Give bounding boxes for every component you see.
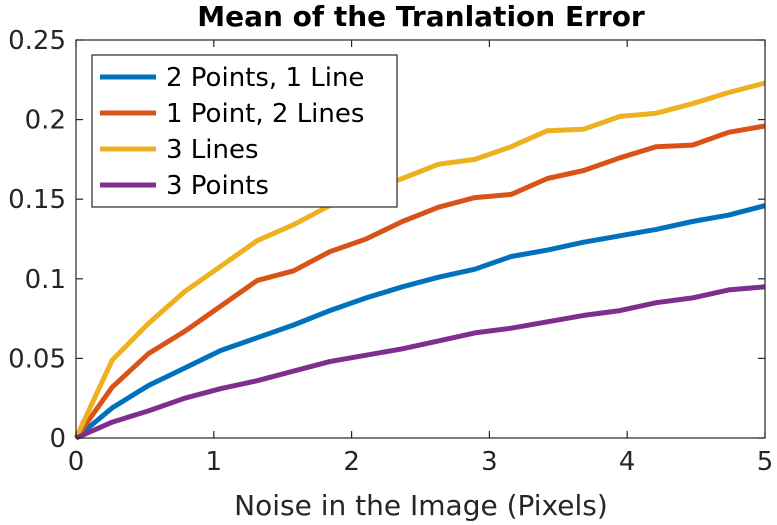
legend-label-3: 3 Lines (166, 135, 259, 165)
legend: 2 Points, 1 Line 1 Point, 2 Lines 3 Lines 3… (91, 54, 398, 208)
x-tick-label: 3 (481, 447, 498, 477)
series-line-4 (74, 284, 766, 441)
y-tick-label: 0.1 (25, 265, 66, 295)
legend-label-4: 3 Points (166, 171, 269, 201)
axes-box (75, 39, 766, 439)
series-line-1 (74, 203, 766, 440)
legend-box (91, 54, 398, 208)
x-tick-label: 4 (619, 447, 636, 477)
x-tick-label: 0 (68, 447, 85, 477)
chart-title: Mean of the Tranlation Error (197, 0, 645, 33)
legend-label-2: 1 Point, 2 Lines (166, 99, 364, 129)
x-axis-label: Noise in the Image (Pixels) (234, 489, 608, 522)
x-tick-label: 5 (757, 447, 774, 477)
y-tick-label: 0.15 (8, 185, 66, 215)
x-tick-label: 1 (206, 447, 223, 477)
y-tick-label: 0.2 (25, 106, 66, 136)
series-line-3 (73, 80, 766, 440)
legend-label-1: 2 Points, 1 Line (166, 63, 364, 93)
y-tick-label: 0.05 (8, 344, 66, 374)
series-line-2 (73, 123, 766, 440)
y-tick-label: 0 (49, 424, 66, 454)
y-tick-label: 0.25 (8, 26, 66, 56)
x-tick-label: 2 (343, 447, 360, 477)
